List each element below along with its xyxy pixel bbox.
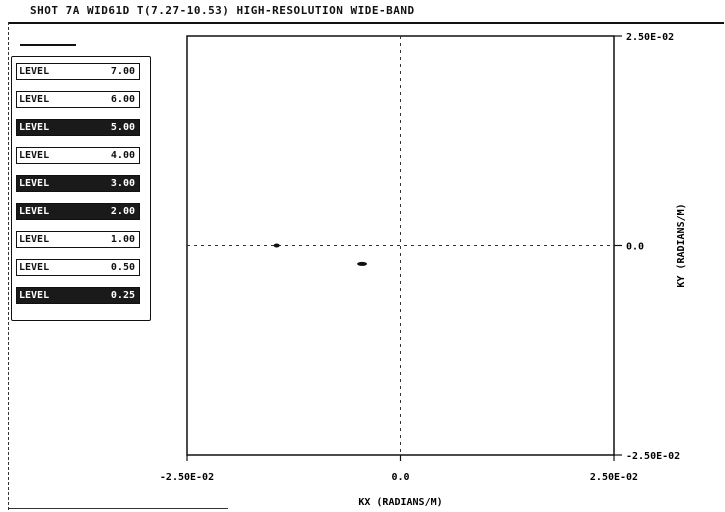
legend-item: LEVEL 4.00 — [16, 147, 140, 164]
data-point — [357, 261, 368, 266]
legend-item: LEVEL 7.00 — [16, 63, 140, 80]
legend-item-value: 4.00 — [110, 150, 135, 161]
legend-item-label: LEVEL — [19, 206, 50, 217]
left-border — [8, 22, 9, 510]
legend: LEVEL 7.00 LEVEL 6.00 LEVEL 5.00 LEVEL 4.00 LEVE… — [11, 56, 151, 321]
legend-item-label: LEVEL — [19, 94, 50, 105]
chart-title: SHOT 7A WID61D T(7.27-10.53) HIGH-RESOLU… — [30, 4, 415, 17]
legend-item: LEVEL 1.00 — [16, 231, 140, 248]
legend-item-value: 0.50 — [110, 262, 135, 273]
legend-item-value: 3.00 — [110, 178, 135, 189]
y-tick-label: 0.0 — [626, 242, 644, 253]
x-tick-label: 2.50E-02 — [590, 472, 638, 483]
y-tick-label: -2.50E-02 — [626, 451, 680, 462]
legend-item-value: 1.00 — [110, 234, 135, 245]
legend-item-value: 6.00 — [110, 94, 135, 105]
y-axis-label: KY (RADIANS/M) — [676, 203, 687, 287]
legend-item-value: 7.00 — [110, 66, 135, 77]
legend-cap — [20, 44, 76, 46]
legend-item-label: LEVEL — [19, 234, 50, 245]
legend-item: LEVEL 5.00 — [16, 119, 140, 136]
data-point — [273, 243, 280, 248]
x-tick-label: 0.0 — [391, 472, 409, 483]
legend-item-value: 5.00 — [110, 122, 135, 133]
legend-item: LEVEL 3.00 — [16, 175, 140, 192]
legend-item-value: 2.00 — [110, 206, 135, 217]
legend-item: LEVEL 2.00 — [16, 203, 140, 220]
header-rule — [8, 22, 724, 24]
legend-item-label: LEVEL — [19, 150, 50, 161]
bottom-border — [8, 508, 228, 509]
x-axis-label: KX (RADIANS/M) — [358, 497, 442, 508]
legend-item-label: LEVEL — [19, 290, 50, 301]
legend-item: LEVEL 0.50 — [16, 259, 140, 276]
legend-item-value: 0.25 — [110, 290, 135, 301]
legend-item: LEVEL 6.00 — [16, 91, 140, 108]
legend-item-label: LEVEL — [19, 66, 50, 77]
legend-item-label: LEVEL — [19, 122, 50, 133]
legend-item-label: LEVEL — [19, 178, 50, 189]
legend-item: LEVEL 0.25 — [16, 287, 140, 304]
legend-item-label: LEVEL — [19, 262, 50, 273]
x-tick-label: -2.50E-02 — [160, 472, 214, 483]
y-tick-label: 2.50E-02 — [626, 32, 674, 43]
